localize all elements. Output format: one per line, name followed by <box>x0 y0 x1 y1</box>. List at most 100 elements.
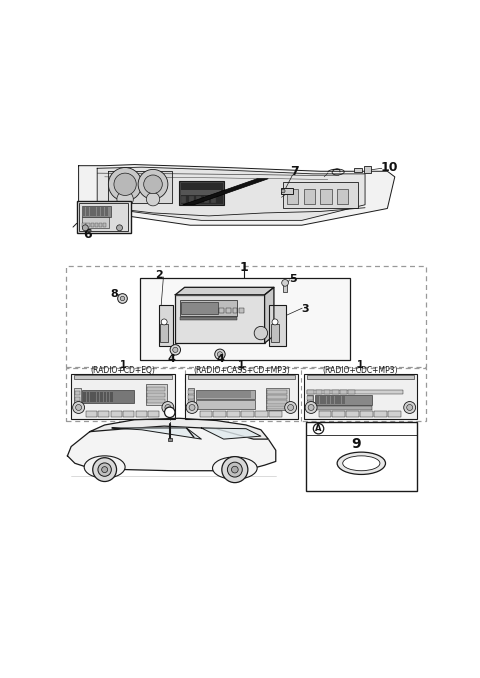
Bar <box>180 317 238 320</box>
Bar <box>86 207 89 216</box>
Circle shape <box>98 463 111 477</box>
Circle shape <box>165 407 175 418</box>
Polygon shape <box>67 425 276 471</box>
Bar <box>307 395 313 410</box>
Circle shape <box>288 405 294 410</box>
Circle shape <box>313 424 324 434</box>
Bar <box>333 412 345 417</box>
Bar <box>233 308 238 313</box>
Bar <box>307 390 403 394</box>
Bar <box>90 392 93 401</box>
Bar <box>66 266 426 367</box>
Bar <box>66 368 426 420</box>
Circle shape <box>215 349 225 359</box>
Bar <box>354 167 362 172</box>
Bar <box>340 391 347 394</box>
Circle shape <box>231 466 238 473</box>
Circle shape <box>72 401 84 414</box>
Bar <box>283 182 358 208</box>
Text: 5: 5 <box>288 274 296 284</box>
Circle shape <box>165 405 171 410</box>
Bar <box>140 279 350 360</box>
Bar <box>148 412 159 417</box>
Bar <box>84 392 86 401</box>
Circle shape <box>281 189 285 193</box>
Bar <box>315 405 372 410</box>
Bar <box>82 206 110 217</box>
Circle shape <box>117 191 133 207</box>
Bar <box>305 422 417 491</box>
Bar <box>204 196 209 203</box>
Circle shape <box>308 405 314 410</box>
Text: (RADIO+CDC+MP3): (RADIO+CDC+MP3) <box>323 366 398 375</box>
Bar <box>74 397 81 401</box>
Circle shape <box>407 405 413 410</box>
Text: 1: 1 <box>357 360 364 370</box>
Bar <box>267 405 287 410</box>
Bar <box>158 305 173 346</box>
Text: 1: 1 <box>240 262 249 275</box>
Bar <box>342 397 345 404</box>
Bar <box>91 222 94 227</box>
Bar <box>337 189 348 204</box>
Circle shape <box>254 326 267 340</box>
Bar <box>90 207 93 216</box>
Bar <box>338 397 341 404</box>
Bar <box>188 376 295 379</box>
Text: 7: 7 <box>290 165 299 178</box>
Polygon shape <box>264 287 274 343</box>
Bar <box>86 222 90 227</box>
Bar <box>321 189 332 204</box>
Bar <box>180 182 223 204</box>
Bar <box>319 412 331 417</box>
Text: 3: 3 <box>302 304 309 314</box>
Bar <box>266 388 289 410</box>
Text: 9: 9 <box>351 437 360 451</box>
Bar <box>97 207 100 216</box>
Bar <box>79 203 128 231</box>
Bar <box>219 308 224 313</box>
Bar <box>374 412 387 417</box>
Bar <box>200 412 212 417</box>
Bar <box>324 397 326 404</box>
Circle shape <box>285 401 297 414</box>
Ellipse shape <box>213 457 257 479</box>
Text: 8: 8 <box>110 289 118 299</box>
Bar <box>74 376 172 379</box>
Bar <box>315 391 322 394</box>
Bar <box>283 284 287 292</box>
Bar <box>74 391 81 395</box>
Circle shape <box>108 167 142 201</box>
Bar <box>196 391 251 398</box>
Circle shape <box>93 458 117 481</box>
Circle shape <box>117 225 122 231</box>
Bar <box>226 308 231 313</box>
Circle shape <box>102 466 108 473</box>
Bar <box>320 397 323 404</box>
Circle shape <box>83 225 88 231</box>
Bar <box>347 412 359 417</box>
Text: (RADIO+CASS+CD+MP3): (RADIO+CASS+CD+MP3) <box>193 366 290 375</box>
Bar <box>287 189 298 204</box>
Bar <box>101 207 104 216</box>
Polygon shape <box>90 418 268 439</box>
Bar <box>196 400 255 409</box>
Bar <box>324 391 330 394</box>
Text: 2: 2 <box>155 271 162 281</box>
Text: A: A <box>315 424 322 433</box>
Bar <box>269 305 286 346</box>
Bar <box>188 390 194 394</box>
Bar <box>147 399 165 403</box>
Bar <box>146 384 167 405</box>
Bar <box>255 412 268 417</box>
Bar <box>99 222 102 227</box>
Circle shape <box>186 401 198 414</box>
Polygon shape <box>183 179 268 205</box>
Circle shape <box>189 405 195 410</box>
Text: (RADIO+CD+EQ): (RADIO+CD+EQ) <box>91 366 156 375</box>
Bar <box>316 397 319 404</box>
Text: 6: 6 <box>84 228 92 241</box>
Circle shape <box>118 294 127 303</box>
Bar <box>168 439 172 441</box>
Bar <box>147 387 165 391</box>
